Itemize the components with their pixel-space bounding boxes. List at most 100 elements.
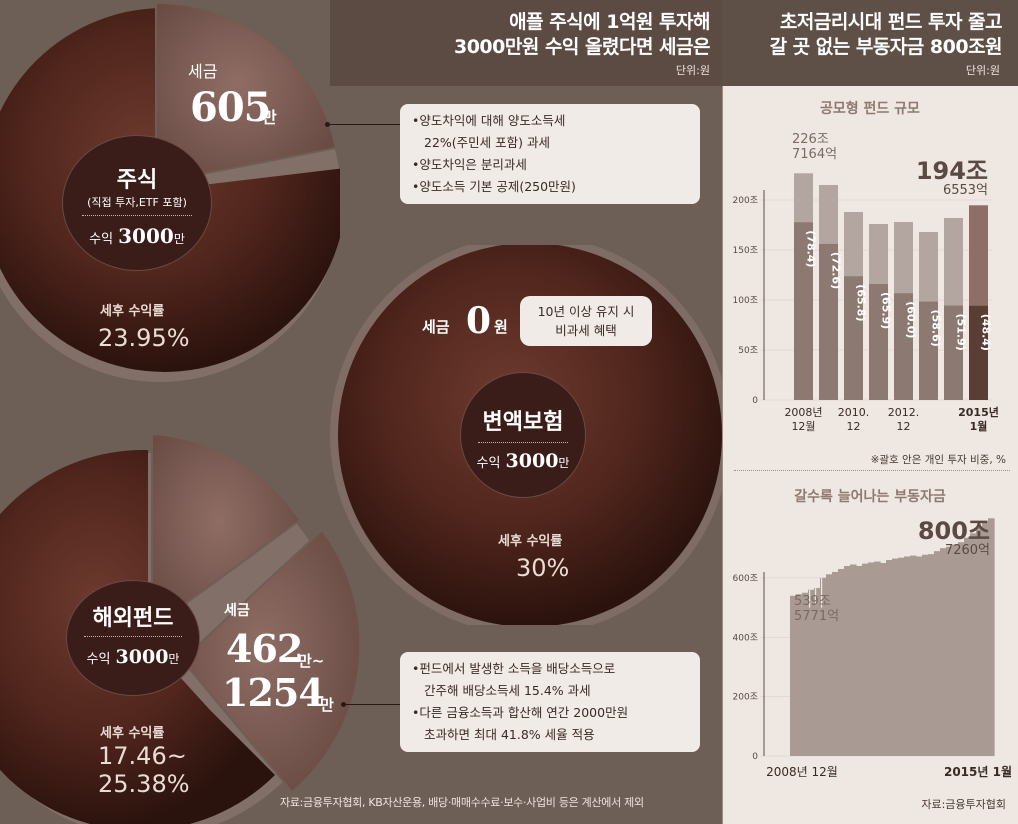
fund-tax-slice-a — [151, 432, 302, 630]
insurance-profit-value: 3000 — [505, 450, 559, 472]
right-unit: 단위:원 — [965, 64, 1000, 77]
bar-ytick-label: 50조 — [738, 346, 758, 356]
stock-center — [62, 135, 212, 271]
fund-tax-value2: 1254 — [222, 670, 325, 715]
stock-tax-label: 세금 — [188, 62, 218, 81]
area-xtick-label: 2015년 1월 — [944, 764, 1012, 779]
stock-name: 주식 — [116, 168, 158, 193]
area-segment — [844, 566, 851, 756]
left-unit: 단위:원 — [675, 64, 710, 77]
fund-note-3: •다른 금융소득과 합산해 연간 2000만원 — [412, 705, 629, 720]
area-segment — [910, 555, 917, 756]
bar-share-label: (51.9) — [955, 314, 968, 351]
bar-share-label: (60.0) — [905, 301, 918, 338]
fund-note-1: •펀드에서 발생한 소득을 배당소득으로 — [412, 661, 616, 676]
bar-xtick-label: 2015년 — [958, 405, 999, 419]
area-segment — [958, 542, 965, 756]
insurance-profit-label: 수익 — [476, 456, 501, 471]
area-segment — [988, 518, 995, 756]
fund-tax-suffix1: 만~ — [298, 652, 325, 670]
fund-rate-label: 세후 수익률 — [100, 726, 165, 741]
stock-divider — [82, 215, 192, 216]
fund-profit-label: 수익 — [86, 652, 111, 667]
bar-xtick-label: 2008년 — [784, 406, 822, 419]
area-segment — [916, 556, 923, 756]
area-segment — [826, 574, 833, 756]
bar-share-label: (72.6) — [830, 252, 843, 289]
insurance-profit: 수익 3000만 — [460, 450, 586, 472]
fund-profit: 수익 3000만 — [66, 646, 200, 668]
area-dip — [809, 589, 811, 608]
insurance-rate-label: 세후 수익률 — [498, 534, 563, 549]
area-segment — [904, 556, 911, 756]
area-segment — [850, 564, 857, 756]
area-segment — [928, 554, 935, 756]
bar-xtick-label: 2010. — [838, 406, 870, 419]
fund-rate-line1: 17.46~ — [98, 742, 187, 770]
insurance-divider — [478, 442, 568, 443]
left-title-band — [330, 0, 722, 86]
bar-xtick-label: 1월 — [970, 419, 988, 433]
stock-rate-value: 23.95% — [98, 324, 190, 352]
fund-note-dot — [341, 702, 346, 707]
stock-profit-value: 3000 — [118, 224, 174, 248]
left-title: 애플 주식에 1억원 투자해 3000만원 수익 올렸다면 세금은 — [360, 10, 711, 60]
insurance-tax-label: 세금 — [422, 318, 450, 336]
area-segment — [838, 568, 845, 756]
left-title-line1: 애플 주식에 1억원 투자해 — [509, 11, 710, 33]
area-segment — [934, 551, 941, 756]
area-segment — [832, 571, 839, 756]
left-title-line2: 3000만원 수익 올렸다면 세금은 — [453, 36, 711, 58]
chart1-last-line1: 194조 — [915, 157, 988, 185]
stock-note-connector — [328, 124, 402, 125]
stock-tax-slice — [155, 1, 338, 185]
insurance-badge: 10년 이상 유지 시 비과세 혜택 — [520, 296, 652, 346]
chart1-first-line1: 226조 — [792, 132, 829, 147]
fund-profit-value: 3000 — [115, 646, 169, 668]
area-ytick-label: 200조 — [733, 693, 758, 703]
left-source: 자료:금융투자협회, KB자산운용, 배당·매매수수료·보수·사업비 등은 계산… — [280, 796, 644, 809]
fund-name: 해외펀드 — [92, 606, 174, 631]
area-segment — [952, 544, 959, 756]
area-segment — [868, 562, 875, 756]
area-segment — [790, 595, 797, 756]
bar-share-label: (58.6) — [930, 310, 943, 347]
insurance-badge-line2: 비과세 혜택 — [555, 323, 617, 338]
bar-share-label: (65.8) — [855, 284, 868, 321]
stock-tax-suffix: 만 — [262, 108, 277, 127]
chart1-note: ※괄호 안은 개인 투자 비중, % — [870, 454, 1006, 466]
area-segment — [820, 577, 827, 756]
stock-profit: 수익 3000만 — [62, 224, 212, 248]
fund-divider — [84, 636, 182, 637]
bar-share-label: (78.4) — [805, 230, 818, 267]
stock-note-4: •양도소득 기본 공제(250만원) — [412, 179, 576, 194]
right-title: 초저금리시대 펀드 투자 줄고 갈 곳 없는 부동자금 800조원 — [730, 10, 1003, 60]
area-xtick-label: 2008년 12월 — [766, 765, 838, 779]
fund-notes: •펀드에서 발생한 소득을 배당소득으로 간주해 배당소득세 15.4% 과세 … — [400, 652, 700, 752]
chart1-first-label: 226조 7164억 — [792, 132, 837, 162]
area-segment — [970, 533, 977, 756]
insurance-rate-value: 30% — [516, 554, 570, 582]
area-segment — [940, 548, 947, 756]
area-ytick-label: 400조 — [733, 633, 758, 643]
bar-individual — [844, 276, 863, 400]
fund-rate-value: 17.46~ 25.38% — [98, 742, 190, 798]
area-ytick-label: 600조 — [733, 574, 758, 584]
stock-notes: •양도차익에 대해 양도소득세 22%(주민세 포함) 과세 •양도차익은 분리… — [400, 104, 700, 204]
area-segment — [862, 563, 869, 756]
area-segment — [922, 554, 929, 756]
stock-note-1: •양도차익에 대해 양도소득세 — [412, 113, 566, 128]
area-segment — [976, 527, 983, 756]
fund-tax-slice-b — [180, 528, 360, 794]
area-segment — [982, 522, 989, 756]
right-source: 자료:금융투자협회 — [921, 798, 1006, 811]
fund-note-2: 간주해 배당소득세 15.4% 과세 — [424, 683, 591, 698]
stock-desc: (직접 투자,ETF 포함) — [87, 196, 187, 209]
chart2-last-line2: 7260억 — [944, 543, 990, 558]
bar-individual — [894, 293, 913, 400]
bar-chart: 0 50조 100조 150조 200조 (78.4) (72.6) (65.8) (65.9)… — [733, 173, 999, 433]
right-title-band — [722, 0, 1018, 86]
area-chart: 0 200조 400조 600조 2008년 12월 2015년 1월 — [733, 518, 1012, 779]
fund-tax-suffix2: 만 — [320, 696, 334, 714]
chart1-last-label: 194조 6553억 — [900, 158, 988, 198]
